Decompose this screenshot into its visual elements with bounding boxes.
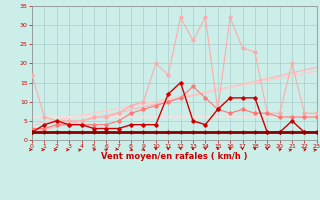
X-axis label: Vent moyen/en rafales ( km/h ): Vent moyen/en rafales ( km/h ) (101, 152, 248, 161)
